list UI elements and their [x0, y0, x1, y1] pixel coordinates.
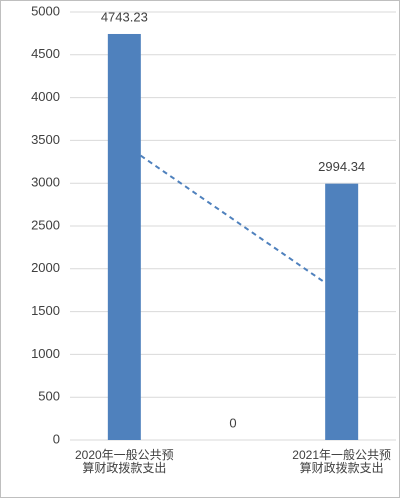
y-tick-label: 3500 [31, 132, 60, 147]
y-tick-label: 0 [53, 431, 60, 446]
data-label: 0 [229, 415, 236, 430]
bar [107, 33, 141, 440]
y-tick-label: 2500 [31, 217, 60, 232]
bar [325, 183, 359, 440]
data-label: 2994.34 [318, 159, 365, 174]
x-tick-label: 2020年一般公共预算财政拨款支出 [74, 448, 174, 475]
y-tick-label: 4000 [31, 89, 60, 104]
trendline [140, 154, 326, 284]
y-tick-label: 4500 [31, 46, 60, 61]
y-tick-label: 5000 [31, 3, 60, 18]
y-tick-label: 500 [38, 389, 60, 404]
y-tick-label: 1000 [31, 346, 60, 361]
x-tick-label: 2021年一般公共预算财政拨款支出 [292, 448, 391, 475]
y-tick-label: 3000 [31, 175, 60, 190]
y-tick-label: 2000 [31, 260, 60, 275]
data-label: 4743.23 [101, 9, 148, 24]
y-tick-label: 1500 [31, 303, 60, 318]
